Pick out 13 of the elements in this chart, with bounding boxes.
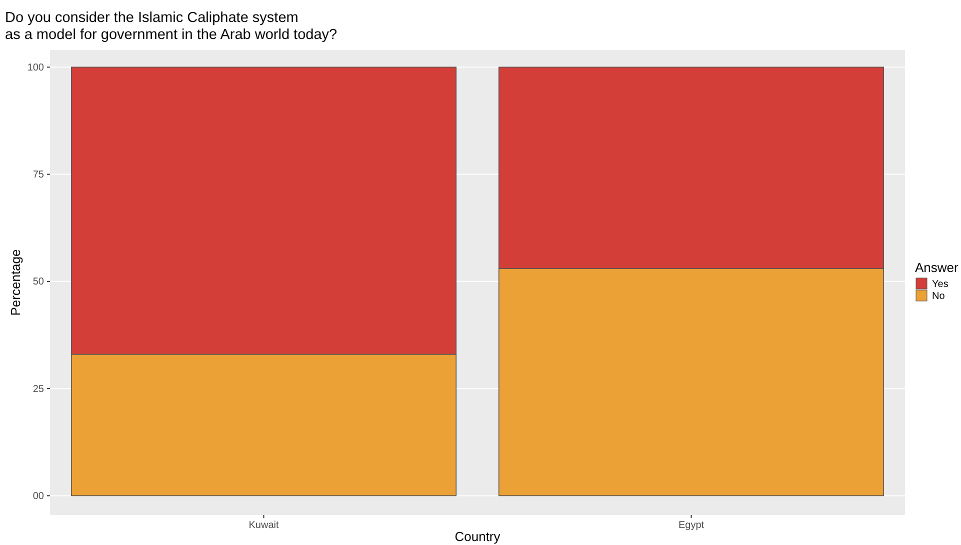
y-tick-label: 00 bbox=[32, 490, 44, 502]
y-tick-label: 50 bbox=[32, 276, 44, 288]
legend-label: No bbox=[932, 291, 946, 302]
y-tick-label: 25 bbox=[32, 384, 44, 395]
x-axis-title: Country bbox=[454, 529, 501, 544]
chart-title: Do you consider the Islamic Caliphate system as a model for government in the Arab world today? bbox=[5, 10, 338, 43]
y-axis-title: Percentage bbox=[8, 249, 23, 316]
y-tick-label: 100 bbox=[27, 62, 44, 74]
legend-title: Answer bbox=[915, 260, 960, 275]
y-tick-label: 75 bbox=[32, 169, 44, 180]
x-tick-label: Egypt bbox=[678, 520, 704, 532]
legend-label: Yes bbox=[932, 279, 948, 290]
x-tick-label: Kuwait bbox=[248, 520, 279, 532]
